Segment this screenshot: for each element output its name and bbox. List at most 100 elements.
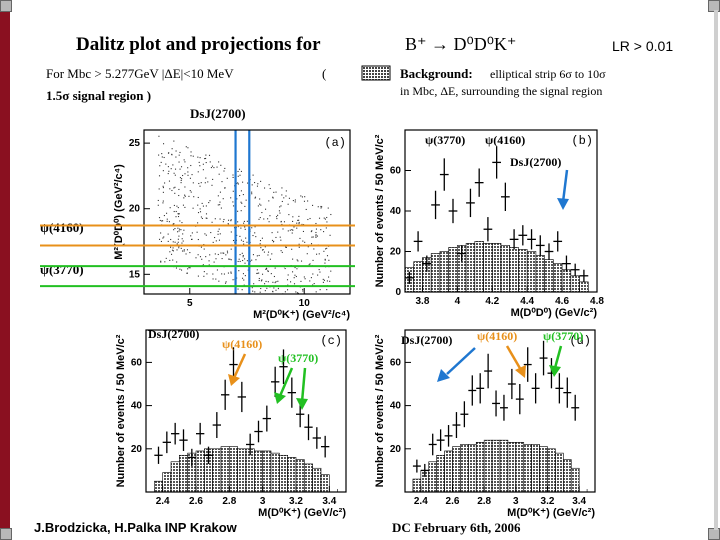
dalitz-point (183, 250, 185, 252)
dalitz-point (178, 188, 180, 191)
dalitz-point (254, 181, 256, 184)
dalitz-point (242, 254, 244, 257)
slide-right-border (714, 10, 718, 530)
dsj-label-top: DsJ(2700) (190, 106, 246, 121)
y-tick-label: 0 (395, 287, 401, 298)
dalitz-point (252, 234, 254, 237)
dalitz-point (284, 291, 286, 293)
dalitz-point (287, 284, 289, 286)
dalitz-point (237, 175, 239, 177)
data-point (452, 412, 461, 438)
dalitz-point (293, 277, 295, 279)
dalitz-point (173, 210, 175, 213)
dalitz-point (311, 230, 313, 232)
dalitz-point (175, 150, 177, 152)
x-tick-label: 3.2 (289, 496, 303, 507)
dalitz-point (189, 267, 191, 269)
psi3770-arrowhead (549, 365, 561, 377)
dalitz-point (181, 242, 183, 244)
dalitz-point (312, 273, 314, 275)
dalitz-point (291, 229, 293, 231)
dalitz-point (198, 182, 200, 185)
dalitz-point (220, 252, 222, 254)
data-point (553, 231, 563, 252)
dalitz-point (204, 182, 206, 184)
data-point (204, 446, 213, 464)
dalitz-point (284, 268, 286, 270)
dalitz-point (258, 272, 260, 274)
dalitz-point (228, 258, 230, 260)
psi3770-arrow-2 (300, 367, 307, 403)
dalitz-point (300, 280, 302, 282)
dalitz-point (232, 205, 235, 207)
dalitz-point (258, 218, 260, 220)
dalitz-point (214, 218, 216, 220)
dalitz-point (254, 196, 257, 198)
dalitz-point (224, 167, 226, 169)
dalitz-point (191, 232, 193, 234)
dalitz-point (297, 292, 299, 294)
x-tick-label: 2.8 (477, 496, 491, 507)
dalitz-point (192, 182, 194, 184)
psi4160-arrowhead (228, 374, 240, 386)
dalitz-point (166, 212, 168, 214)
y-axis-title: M²(D⁰D⁰) (GeV²/c⁴) (113, 164, 125, 260)
dalitz-point (218, 228, 220, 230)
dalitz-point (266, 287, 268, 289)
x-tick-label: 3.4 (572, 496, 586, 507)
dalitz-point (195, 257, 197, 259)
dalitz-point (187, 167, 189, 169)
x-tick-label: 3.2 (541, 496, 555, 507)
dalitz-point (186, 272, 188, 274)
dalitz-point (273, 240, 275, 242)
dalitz-point (310, 243, 313, 245)
dalitz-point (293, 283, 296, 285)
dalitz-point (259, 291, 261, 293)
dalitz-point (304, 196, 306, 198)
dalitz-point (223, 273, 225, 275)
dalitz-point (169, 251, 171, 253)
dalitz-point (162, 220, 164, 222)
dalitz-point (273, 191, 275, 193)
dsj-arrowhead (437, 369, 450, 382)
dalitz-point (158, 135, 160, 137)
dalitz-point (215, 258, 217, 260)
data-point (312, 427, 321, 449)
dalitz-point (306, 253, 308, 255)
dalitz-point (244, 258, 246, 260)
dalitz-point (242, 259, 244, 262)
dalitz-point (285, 246, 287, 248)
dalitz-point (251, 227, 253, 229)
dalitz-point (158, 188, 160, 190)
dalitz-point (172, 164, 174, 166)
data-point (501, 182, 510, 211)
psi3770-arrow (278, 367, 294, 397)
dalitz-point (263, 187, 266, 189)
dalitz-point (187, 268, 189, 270)
dalitz-point (163, 156, 165, 159)
dalitz-point (241, 289, 243, 291)
dalitz-point (199, 211, 202, 213)
dalitz-point (170, 238, 172, 241)
data-point (154, 446, 163, 464)
dalitz-point (289, 229, 291, 231)
dalitz-point (267, 218, 269, 220)
dalitz-point (163, 214, 165, 217)
dalitz-point (178, 230, 180, 232)
dalitz-point (319, 289, 321, 291)
dalitz-point (300, 195, 302, 197)
dalitz-point (246, 260, 248, 262)
dalitz-point (219, 218, 221, 220)
dalitz-point (276, 218, 278, 220)
dalitz-point (182, 233, 184, 235)
dalitz-point (323, 217, 325, 219)
data-point (500, 394, 508, 421)
dalitz-point (269, 215, 271, 217)
dalitz-point (272, 196, 274, 198)
dalitz-point (169, 259, 171, 261)
dalitz-point (184, 173, 186, 175)
dalitz-point (326, 221, 328, 223)
x-tick-label: 4.4 (520, 296, 534, 307)
dalitz-point (242, 240, 244, 242)
dalitz-point (158, 238, 161, 240)
